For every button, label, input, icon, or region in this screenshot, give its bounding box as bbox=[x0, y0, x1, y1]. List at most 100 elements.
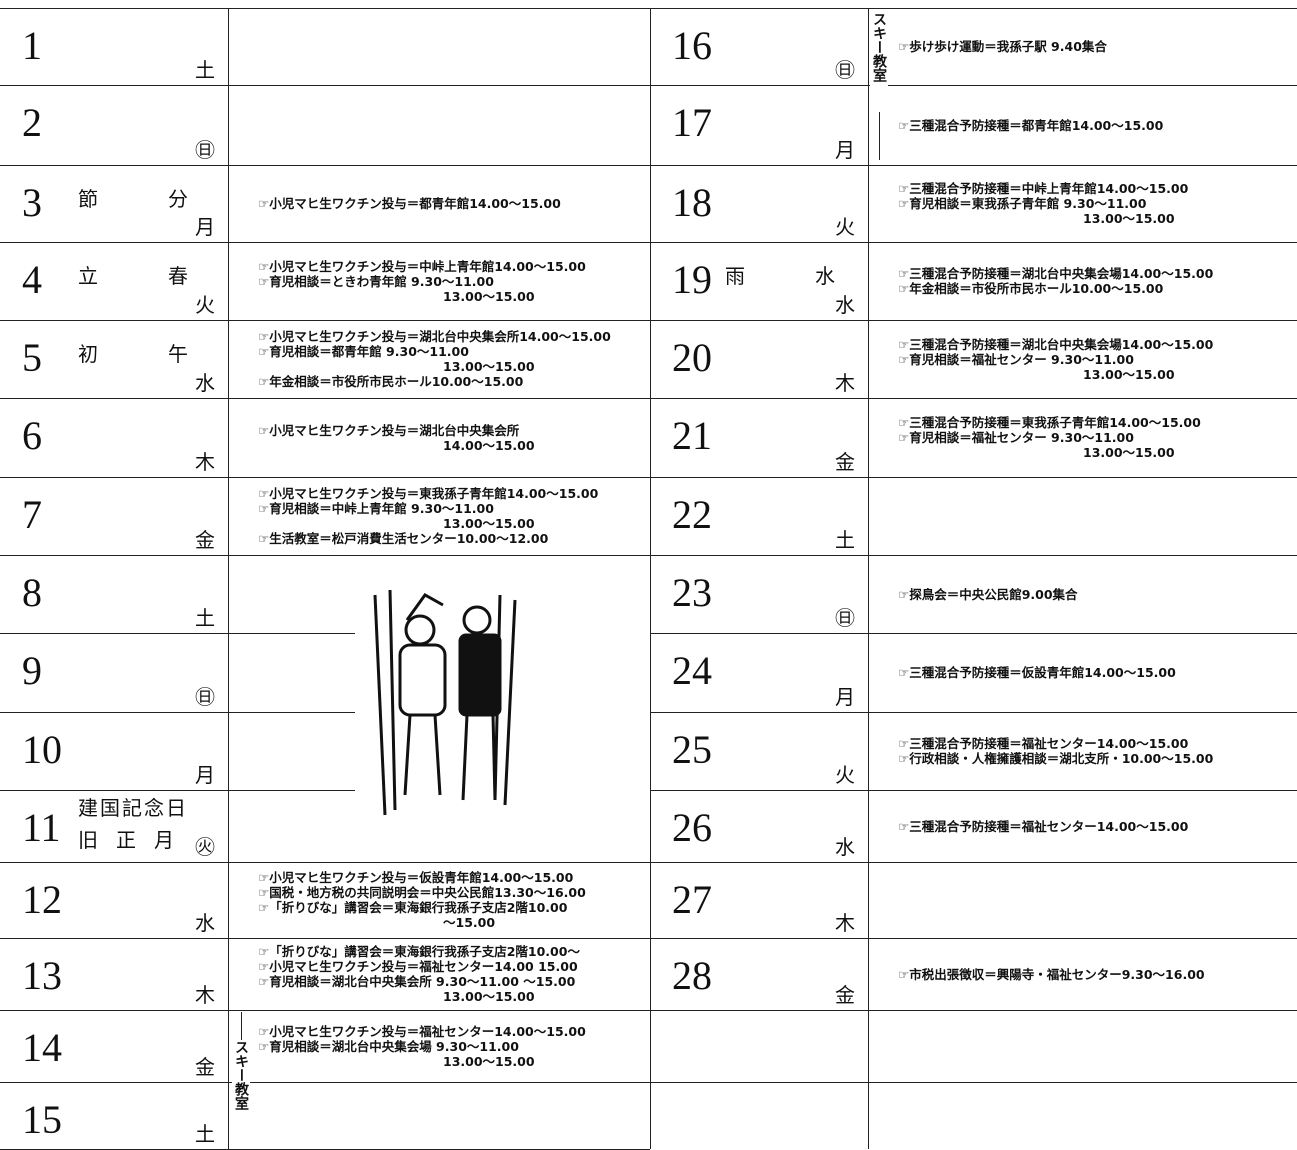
event-list: ☞三種混合予防接種＝都青年館14.00～15.00 bbox=[898, 88, 1293, 162]
row-line bbox=[0, 938, 650, 939]
weekday: 水 bbox=[195, 371, 215, 395]
event-line: ☞三種混合予防接種＝都青年館14.00～15.00 bbox=[898, 117, 1164, 133]
row-line bbox=[650, 477, 1297, 478]
event-line: ～15.00 bbox=[443, 915, 496, 930]
row-line bbox=[0, 320, 650, 321]
event-line: ☞三種混合予防接種＝仮設青年館14.00～15.00 bbox=[898, 665, 1176, 680]
day-number: 1 bbox=[22, 23, 42, 68]
event-line: ☞三種混合予防接種＝福祉センター14.00～15.00 bbox=[898, 818, 1189, 834]
event-line: ☞小児マヒ生ワクチン投与＝都青年館14.00～15.00 bbox=[258, 196, 561, 211]
event-line: ☞育児相談＝福祉センター 9.30～11.00 bbox=[898, 430, 1134, 445]
day-number: 4 bbox=[22, 257, 42, 302]
event-list: ☞小児マヒ生ワクチン投与＝都青年館14.00～15.00 bbox=[258, 168, 650, 239]
row-line bbox=[650, 862, 1297, 863]
row-line bbox=[650, 398, 1297, 399]
weekday: ㊐ bbox=[835, 606, 855, 630]
event-line: 13.00～15.00 bbox=[1083, 366, 1175, 382]
row-line bbox=[0, 633, 355, 634]
day-number: 10 bbox=[22, 727, 62, 772]
event-line: ☞育児相談＝都青年館 9.30～11.00 bbox=[258, 344, 469, 359]
event-line: ☞「折りびな」講習会＝東海銀行我孫子支店2階10.00～ bbox=[258, 944, 580, 959]
event-list: ☞小児マヒ生ワクチン投与＝仮設青年館14.00～15.00 ☞国税・地方税の共同説… bbox=[258, 865, 650, 935]
weekday: 火 bbox=[195, 293, 215, 317]
day-number: 21 bbox=[672, 413, 712, 458]
event-line: ☞三種混合予防接種＝福祉センター14.00～15.00 bbox=[898, 736, 1189, 751]
day-number: 18 bbox=[672, 180, 712, 225]
row-line bbox=[650, 165, 1297, 166]
holiday: 初午 bbox=[78, 342, 258, 366]
weekday: 月 bbox=[835, 138, 855, 162]
column-line bbox=[868, 8, 869, 1149]
row-line bbox=[650, 242, 1297, 243]
weekday: 金 bbox=[835, 450, 855, 474]
weekday: 木 bbox=[835, 371, 855, 395]
event-line: ☞小児マヒ生ワクチン投与＝福祉センター14.00 15.00 bbox=[258, 959, 578, 974]
event-list: ☞市税出張徴収＝興陽寺・福祉センター9.30～16.00 bbox=[898, 941, 1293, 1007]
day-number: 20 bbox=[672, 335, 712, 380]
row-line bbox=[0, 862, 650, 863]
row-line bbox=[0, 790, 355, 791]
column-line bbox=[650, 8, 651, 1149]
weekday: ㊐ bbox=[195, 138, 215, 162]
weekday: 木 bbox=[195, 983, 215, 1007]
event-line: ☞三種混合予防接種＝湖北台中央集会場14.00～15.00 bbox=[898, 336, 1214, 352]
event-list: ☞三種混合予防接種＝中峠上青年館14.00～15.00 ☞育児相談＝東我孫子青年館… bbox=[898, 168, 1293, 239]
weekday: 金 bbox=[195, 528, 215, 552]
ski-label: スキー教室 bbox=[870, 12, 888, 112]
day-number: 5 bbox=[22, 335, 42, 380]
event-line: 13.00～15.00 bbox=[443, 989, 535, 1004]
day-number: 19 bbox=[672, 257, 712, 302]
skiers-illustration bbox=[373, 589, 517, 816]
weekday: 火 bbox=[835, 763, 855, 787]
day-number: 27 bbox=[672, 877, 712, 922]
event-list: ☞「折りびな」講習会＝東海銀行我孫子支店2階10.00～ ☞小児マヒ生ワクチン投与… bbox=[258, 941, 650, 1007]
row-line bbox=[650, 938, 1297, 939]
day-number: 9 bbox=[22, 648, 42, 693]
event-line: ☞育児相談＝東我孫子青年館 9.30～11.00 bbox=[898, 196, 1147, 211]
event-line: ☞歩け歩け運動＝我孫子駅 9.40集合 bbox=[898, 39, 1107, 54]
event-list: ☞三種混合予防接種＝福祉センター14.00～15.00 bbox=[898, 793, 1293, 859]
day-number: 23 bbox=[672, 570, 712, 615]
event-line: 13.00～15.00 bbox=[443, 288, 535, 304]
event-line: ☞三種混合予防接種＝中峠上青年館14.00～15.00 bbox=[898, 181, 1189, 196]
row-line bbox=[650, 85, 1297, 86]
day-number: 3 bbox=[22, 180, 42, 225]
event-line: 13.00～15.00 bbox=[1083, 445, 1175, 460]
event-line: ☞育児相談＝湖北台中央集会場 9.30～11.00 bbox=[258, 1038, 519, 1054]
weekday: 水 bbox=[835, 293, 855, 317]
day-number: 12 bbox=[22, 877, 62, 922]
weekday: 水 bbox=[195, 911, 215, 935]
day-number: 11 bbox=[22, 805, 61, 850]
ski-arrow bbox=[241, 1012, 242, 1040]
row-line bbox=[650, 320, 1297, 321]
day-number: 28 bbox=[672, 953, 712, 998]
weekday: ㊐ bbox=[835, 58, 855, 82]
ski-arrow bbox=[879, 112, 880, 160]
event-line: ☞三種混合予防接種＝東我孫子青年館14.00～15.00 bbox=[898, 415, 1201, 430]
holiday: 建国記念日 bbox=[78, 796, 188, 820]
row-line bbox=[650, 790, 1297, 791]
row-line bbox=[0, 85, 650, 86]
top-border bbox=[0, 8, 1297, 9]
event-line: ☞育児相談＝湖北台中央集会所 9.30～11.00 ～15.00 bbox=[258, 974, 576, 989]
day-number: 17 bbox=[672, 100, 712, 145]
event-line: ☞小児マヒ生ワクチン投与＝福祉センター14.00～15.00 bbox=[258, 1023, 586, 1039]
event-line: ☞育児相談＝ときわ青年館 9.30～11.00 bbox=[258, 273, 494, 289]
event-line: ☞国税・地方税の共同説明会＝中央公民館13.30～16.00 bbox=[258, 885, 586, 900]
event-line: ☞年金相談＝市役所市民ホール10.00～15.00 bbox=[258, 374, 524, 389]
row-line bbox=[0, 712, 355, 713]
day-number: 2 bbox=[22, 100, 42, 145]
event-list: ☞小児マヒ生ワクチン投与＝中峠上青年館14.00～15.00 ☞育児相談＝ときわ青… bbox=[258, 245, 650, 317]
event-line: ☞「折りびな」講習会＝東海銀行我孫子支店2階10.00 bbox=[258, 900, 568, 915]
row-line bbox=[650, 1010, 1297, 1011]
row-line bbox=[0, 1010, 650, 1011]
event-list: ☞小児マヒ生ワクチン投与＝福祉センター14.00～15.00 ☞育児相談＝湖北台中… bbox=[258, 1013, 650, 1079]
event-line: 13.00～15.00 bbox=[1083, 211, 1175, 226]
day-number: 22 bbox=[672, 492, 712, 537]
weekday: 金 bbox=[835, 983, 855, 1007]
weekday: 金 bbox=[195, 1055, 215, 1079]
event-list: ☞歩け歩け運動＝我孫子駅 9.40集合 bbox=[898, 11, 1293, 82]
row-line bbox=[650, 1082, 1297, 1083]
weekday: 土 bbox=[195, 606, 215, 630]
